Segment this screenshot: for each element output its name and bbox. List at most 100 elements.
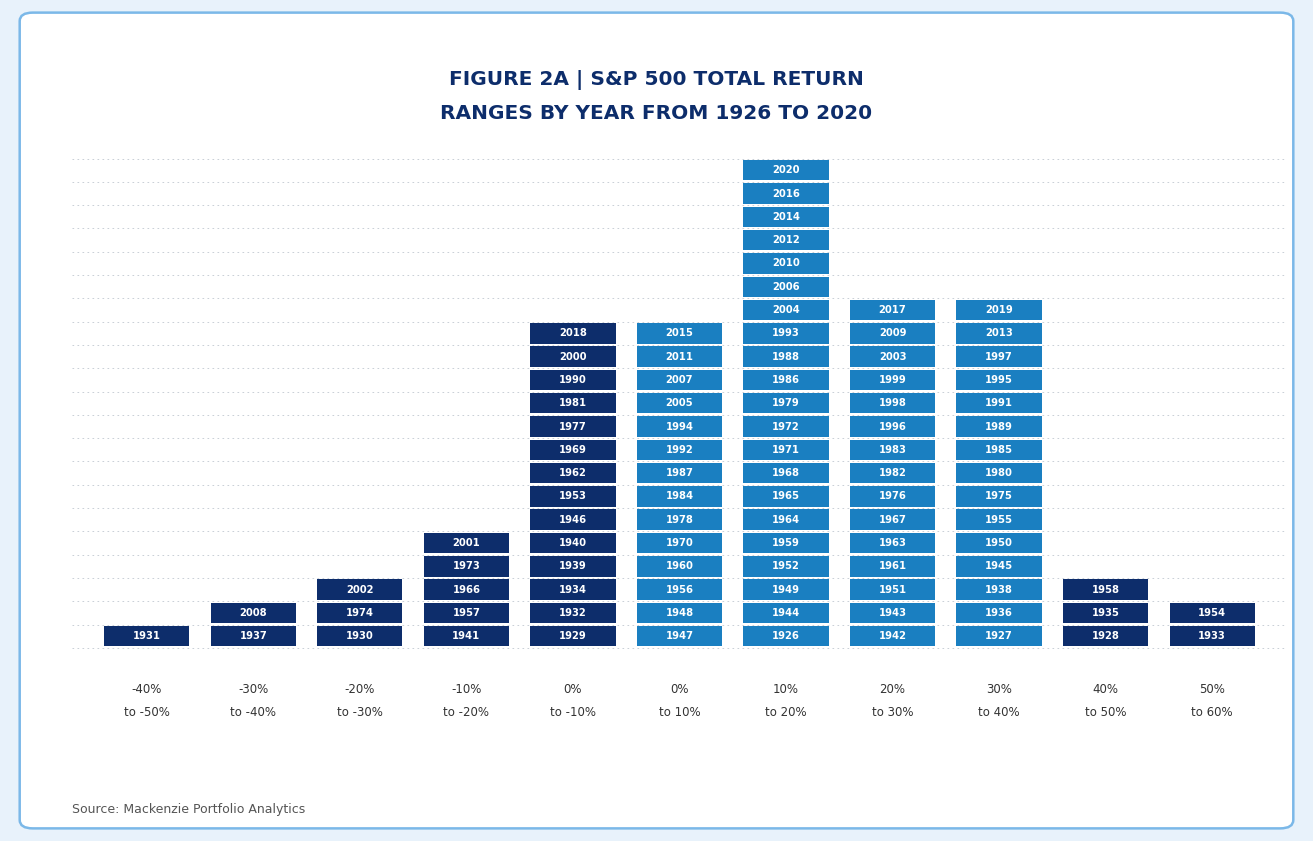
FancyBboxPatch shape <box>956 463 1041 484</box>
FancyBboxPatch shape <box>743 440 829 460</box>
FancyBboxPatch shape <box>850 323 935 344</box>
Text: 1965: 1965 <box>772 491 800 501</box>
Text: 2007: 2007 <box>666 375 693 385</box>
Text: 1929: 1929 <box>559 632 587 641</box>
Text: 50%: 50% <box>1199 684 1225 696</box>
Text: -10%: -10% <box>452 684 482 696</box>
Text: 40%: 40% <box>1092 684 1119 696</box>
FancyBboxPatch shape <box>743 323 829 344</box>
FancyBboxPatch shape <box>850 626 935 647</box>
Text: 2020: 2020 <box>772 165 800 175</box>
Text: 1951: 1951 <box>878 584 906 595</box>
FancyBboxPatch shape <box>1170 603 1255 623</box>
Text: 1979: 1979 <box>772 399 800 408</box>
FancyBboxPatch shape <box>850 416 935 436</box>
Text: 1988: 1988 <box>772 352 800 362</box>
FancyBboxPatch shape <box>743 603 829 623</box>
Text: 2001: 2001 <box>453 538 481 548</box>
Text: 1953: 1953 <box>559 491 587 501</box>
FancyBboxPatch shape <box>743 253 829 273</box>
FancyBboxPatch shape <box>637 626 722 647</box>
Text: 1930: 1930 <box>347 632 374 641</box>
FancyBboxPatch shape <box>424 579 509 600</box>
Text: 1986: 1986 <box>772 375 800 385</box>
Text: 2006: 2006 <box>772 282 800 292</box>
FancyBboxPatch shape <box>1064 579 1149 600</box>
Text: 1997: 1997 <box>985 352 1012 362</box>
Text: to 40%: to 40% <box>978 706 1020 719</box>
Text: 1945: 1945 <box>985 561 1014 571</box>
Text: 0%: 0% <box>563 684 582 696</box>
Text: to 20%: to 20% <box>765 706 806 719</box>
FancyBboxPatch shape <box>743 463 829 484</box>
FancyBboxPatch shape <box>318 579 403 600</box>
FancyBboxPatch shape <box>637 533 722 553</box>
Text: 2008: 2008 <box>239 608 267 618</box>
FancyBboxPatch shape <box>424 533 509 553</box>
FancyBboxPatch shape <box>850 533 935 553</box>
Text: 1967: 1967 <box>878 515 906 525</box>
FancyBboxPatch shape <box>104 626 189 647</box>
Text: 2013: 2013 <box>985 328 1012 338</box>
Text: 2018: 2018 <box>559 328 587 338</box>
Text: to -40%: to -40% <box>230 706 276 719</box>
Text: 1931: 1931 <box>133 632 160 641</box>
FancyBboxPatch shape <box>956 416 1041 436</box>
Text: 1969: 1969 <box>559 445 587 455</box>
FancyBboxPatch shape <box>743 393 829 414</box>
FancyBboxPatch shape <box>956 370 1041 390</box>
Text: 1956: 1956 <box>666 584 693 595</box>
Text: 1994: 1994 <box>666 421 693 431</box>
Text: 1958: 1958 <box>1091 584 1120 595</box>
FancyBboxPatch shape <box>956 510 1041 530</box>
Text: 1957: 1957 <box>453 608 481 618</box>
FancyBboxPatch shape <box>530 440 616 460</box>
FancyBboxPatch shape <box>956 440 1041 460</box>
FancyBboxPatch shape <box>1170 626 1255 647</box>
FancyBboxPatch shape <box>850 463 935 484</box>
Text: 2016: 2016 <box>772 188 800 198</box>
FancyBboxPatch shape <box>424 603 509 623</box>
Text: 1962: 1962 <box>559 468 587 479</box>
FancyBboxPatch shape <box>530 416 616 436</box>
FancyBboxPatch shape <box>850 440 935 460</box>
FancyBboxPatch shape <box>530 486 616 506</box>
Text: 1961: 1961 <box>878 561 906 571</box>
FancyBboxPatch shape <box>743 370 829 390</box>
Text: 2003: 2003 <box>878 352 906 362</box>
Text: 2005: 2005 <box>666 399 693 408</box>
Text: to -20%: to -20% <box>444 706 490 719</box>
FancyBboxPatch shape <box>850 299 935 320</box>
Text: 1952: 1952 <box>772 561 800 571</box>
Text: 1954: 1954 <box>1197 608 1226 618</box>
Text: 1940: 1940 <box>559 538 587 548</box>
Text: 1977: 1977 <box>559 421 587 431</box>
Text: to 10%: to 10% <box>659 706 700 719</box>
FancyBboxPatch shape <box>743 230 829 251</box>
Text: -40%: -40% <box>131 684 161 696</box>
FancyBboxPatch shape <box>850 486 935 506</box>
Text: 1955: 1955 <box>985 515 1014 525</box>
FancyBboxPatch shape <box>424 626 509 647</box>
FancyBboxPatch shape <box>637 603 722 623</box>
Text: 2015: 2015 <box>666 328 693 338</box>
Text: 2011: 2011 <box>666 352 693 362</box>
Text: 2012: 2012 <box>772 235 800 245</box>
FancyBboxPatch shape <box>743 579 829 600</box>
Text: 1976: 1976 <box>878 491 906 501</box>
Text: 1935: 1935 <box>1091 608 1120 618</box>
FancyBboxPatch shape <box>637 440 722 460</box>
Text: 1936: 1936 <box>985 608 1014 618</box>
Text: 1981: 1981 <box>559 399 587 408</box>
Text: 1966: 1966 <box>453 584 481 595</box>
Text: 1944: 1944 <box>772 608 800 618</box>
FancyBboxPatch shape <box>318 626 403 647</box>
FancyBboxPatch shape <box>637 393 722 414</box>
Text: 1964: 1964 <box>772 515 800 525</box>
FancyBboxPatch shape <box>850 346 935 367</box>
Text: 1972: 1972 <box>772 421 800 431</box>
Text: 1991: 1991 <box>985 399 1014 408</box>
FancyBboxPatch shape <box>850 510 935 530</box>
FancyBboxPatch shape <box>743 207 829 227</box>
Text: 2002: 2002 <box>347 584 374 595</box>
